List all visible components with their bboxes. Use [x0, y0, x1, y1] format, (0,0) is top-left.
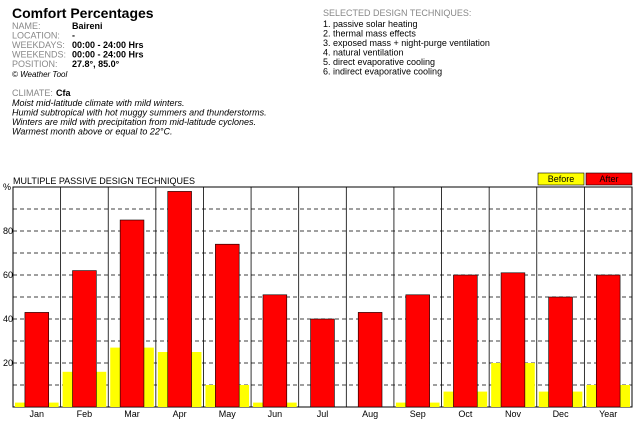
technique: 1. passive solar heating — [323, 19, 418, 29]
climate-label: CLIMATE: — [12, 88, 53, 98]
field-label: WEEKDAYS: — [12, 40, 65, 50]
field-value: 00:00 - 24:00 Hrs — [72, 50, 144, 60]
x-tick-label: Jul — [317, 409, 329, 419]
bar — [548, 296, 573, 408]
climate-code: Cfa — [56, 88, 71, 98]
technique: 5. direct evaporative cooling — [323, 57, 435, 67]
y-axis-label: % — [3, 182, 11, 192]
x-tick-label: Apr — [173, 409, 187, 419]
legend-swatch — [537, 172, 585, 186]
field-label: LOCATION: — [12, 31, 60, 41]
climate-line: Humid subtropical with hot muggy summers… — [12, 108, 267, 118]
field-value: 27.8°, 85.0° — [72, 59, 120, 69]
bar — [310, 318, 335, 408]
technique: 2. thermal mass effects — [323, 29, 416, 39]
x-tick-label: Feb — [77, 409, 93, 419]
y-tick-label: 40 — [3, 314, 13, 324]
x-tick-label: Nov — [505, 409, 522, 419]
y-tick-label: 80 — [3, 226, 13, 236]
bar — [167, 191, 192, 408]
bar — [72, 270, 97, 408]
x-tick-label: Sep — [410, 409, 426, 419]
bar — [215, 243, 240, 408]
techniques-heading: SELECTED DESIGN TECHNIQUES: — [323, 8, 471, 18]
bar — [405, 294, 430, 408]
x-tick-label: Year — [599, 409, 617, 419]
legend-label: Before — [548, 174, 575, 184]
bar — [357, 312, 383, 408]
y-tick-label: 20 — [3, 358, 13, 368]
bar — [262, 294, 288, 408]
field-label: NAME: — [12, 21, 41, 31]
field-value: - — [72, 31, 75, 41]
title: Comfort Percentages — [12, 5, 154, 21]
x-tick-label: Jan — [30, 409, 45, 419]
technique: 4. natural ventilation — [323, 48, 404, 58]
bar — [500, 272, 526, 408]
field-label: POSITION: — [12, 59, 58, 69]
x-tick-label: Jun — [268, 409, 283, 419]
legend-swatch — [585, 172, 633, 186]
x-tick-label: Aug — [362, 409, 378, 419]
technique: 6. indirect evaporative cooling — [323, 67, 442, 77]
x-tick-label: May — [219, 409, 237, 419]
technique: 3. exposed mass + night-purge ventilatio… — [323, 38, 490, 48]
bar — [595, 274, 621, 408]
field-value: Baireni — [72, 21, 103, 31]
climate-line: Warmest month above or equal to 22°C. — [12, 127, 173, 137]
x-tick-label: Dec — [553, 409, 570, 419]
climate-line: Moist mid-latitude climate with mild win… — [12, 98, 185, 108]
credit: © Weather Tool — [12, 70, 67, 79]
bar — [453, 274, 478, 408]
chart-title: MULTIPLE PASSIVE DESIGN TECHNIQUES — [13, 176, 195, 186]
field-value: 00:00 - 24:00 Hrs — [72, 40, 144, 50]
field-label: WEEKENDS: — [12, 50, 66, 60]
bar — [119, 219, 145, 408]
x-tick-label: Oct — [458, 409, 473, 419]
climate-line: Winters are mild with precipitation from… — [12, 117, 256, 127]
x-tick-label: Mar — [124, 409, 140, 419]
y-tick-label: 60 — [3, 270, 13, 280]
legend-label: After — [599, 174, 618, 184]
bar — [24, 312, 50, 408]
